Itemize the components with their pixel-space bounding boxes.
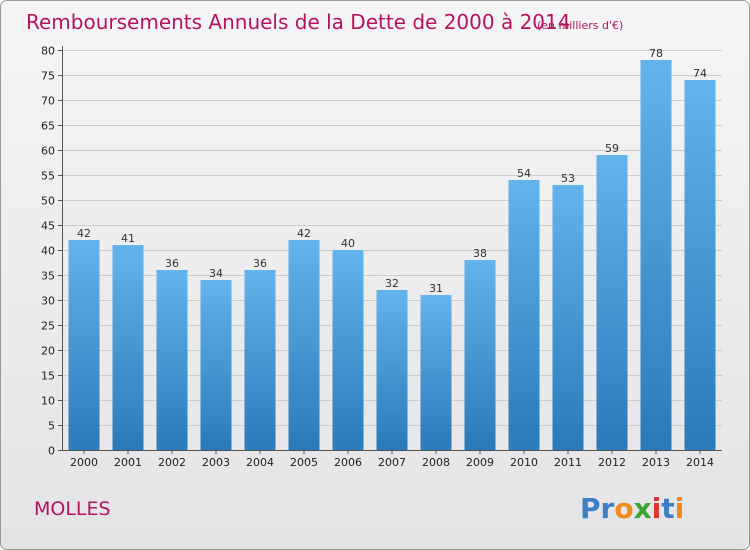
x-tick-label: 2013 (642, 456, 670, 469)
bar-2001 (112, 245, 144, 450)
data-label-2013: 78 (649, 47, 663, 60)
x-tick-label: 2005 (290, 456, 318, 469)
data-label-2009: 38 (473, 247, 487, 260)
proxiti-logo: Proxiti (580, 492, 684, 525)
logo-letter: i (652, 492, 662, 525)
bar-2009 (464, 260, 496, 450)
data-label-2004: 36 (253, 257, 267, 270)
x-tick-label: 2011 (554, 456, 582, 469)
x-tick-label: 2008 (422, 456, 450, 469)
x-tick-label: 2007 (378, 456, 406, 469)
bars: 42 41 36 34 36 42 40 32 31 38 54 53 59 78 74 (68, 47, 716, 450)
y-tick-label: 80 (41, 45, 55, 58)
y-tick-label: 0 (48, 445, 55, 458)
data-label-2006: 40 (341, 237, 355, 250)
x-tick-label: 2006 (334, 456, 362, 469)
data-label-2011: 53 (561, 172, 575, 185)
logo-letter: r (601, 492, 615, 525)
logo-letter: o (614, 492, 633, 525)
bar-2005 (288, 240, 320, 450)
y-tick-label: 30 (41, 295, 55, 308)
chart-subtitle: (en milliers d'€) (537, 19, 623, 32)
bar-2008 (420, 295, 452, 450)
commune-name: MOLLES (34, 498, 111, 520)
y-tick-label: 60 (41, 145, 55, 158)
data-label-2002: 36 (165, 257, 179, 270)
bar-2012 (596, 155, 628, 450)
data-label-2012: 59 (605, 142, 619, 155)
bar-2002 (156, 270, 188, 450)
bar-2014 (684, 80, 716, 450)
y-tick-label: 10 (41, 395, 55, 408)
logo-letter: t (661, 492, 674, 525)
x-tick-label: 2009 (466, 456, 494, 469)
y-tick-label: 25 (41, 320, 55, 333)
y-tick-label: 55 (41, 170, 55, 183)
bar-2007 (376, 290, 408, 450)
data-label-2007: 32 (385, 277, 399, 290)
y-tick-label: 15 (41, 370, 55, 383)
data-label-2000: 42 (77, 227, 91, 240)
x-tick-label: 2002 (158, 456, 186, 469)
y-tick-label: 45 (41, 220, 55, 233)
axes: 0 5 10 15 20 25 30 35 40 45 50 55 60 65 70 75 80 2000 2001… (41, 45, 722, 469)
y-tick-label: 35 (41, 270, 55, 283)
y-tick-label: 5 (48, 420, 55, 433)
x-tick-label: 2003 (202, 456, 230, 469)
data-label-2010: 54 (517, 167, 531, 180)
bar-2011 (552, 185, 584, 450)
x-tick-label: 2001 (114, 456, 142, 469)
data-label-2005: 42 (297, 227, 311, 240)
bar-2010 (508, 180, 540, 450)
y-tick-label: 50 (41, 195, 55, 208)
x-tick-label: 2010 (510, 456, 538, 469)
bar-2000 (68, 240, 100, 450)
data-label-2008: 31 (429, 282, 443, 295)
x-tick-label: 2004 (246, 456, 274, 469)
logo-letter: P (580, 492, 601, 525)
bar-2006 (332, 250, 364, 450)
x-tick-label: 2014 (686, 456, 714, 469)
y-tick-label: 65 (41, 120, 55, 133)
bar-2003 (200, 280, 232, 450)
data-label-2001: 41 (121, 232, 135, 245)
y-tick-label: 20 (41, 345, 55, 358)
bar-2004 (244, 270, 276, 450)
logo-letter: x (634, 492, 652, 525)
y-tick-label: 75 (41, 70, 55, 83)
data-label-2014: 74 (693, 67, 707, 80)
x-tick-label: 2000 (70, 456, 98, 469)
chart-title: Remboursements Annuels de la Dette de 20… (26, 10, 570, 34)
logo-letter: i (675, 492, 685, 525)
bar-2013 (640, 60, 672, 450)
y-tick-label: 70 (41, 95, 55, 108)
x-tick-label: 2012 (598, 456, 626, 469)
data-label-2003: 34 (209, 267, 223, 280)
y-tick-label: 40 (41, 245, 55, 258)
